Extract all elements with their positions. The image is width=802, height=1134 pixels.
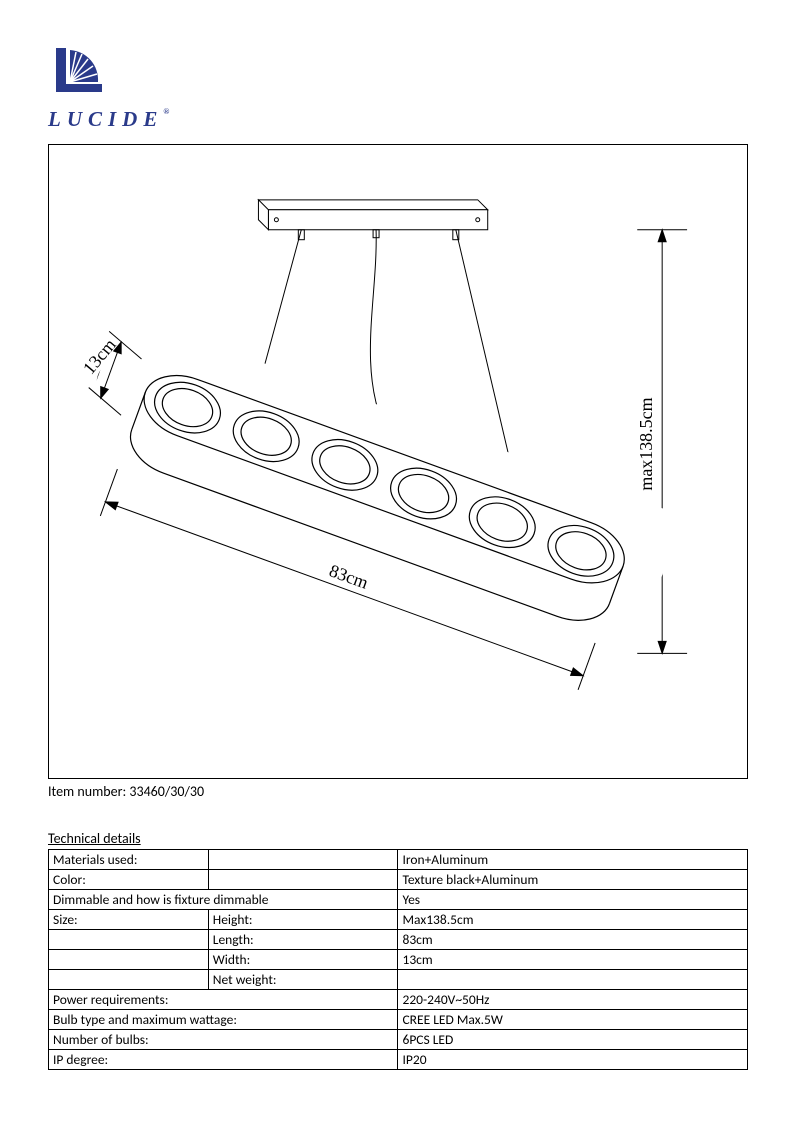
- product-diagram: max138.5cm: [48, 144, 748, 779]
- table-row: Color: Texture black+Aluminum: [49, 870, 748, 890]
- spec-label: Materials used:: [49, 850, 209, 870]
- spec-label: Bulb type and maximum wattage:: [49, 1010, 398, 1030]
- table-row: Size:Height:Max138.5cm: [49, 910, 748, 930]
- table-row: Length:83cm: [49, 930, 748, 950]
- spec-value: Yes: [398, 890, 748, 910]
- spec-sublabel: Length:: [208, 930, 398, 950]
- table-row: Bulb type and maximum wattage:CREE LED M…: [49, 1010, 748, 1030]
- table-row: Power requirements:220-240V~50Hz: [49, 990, 748, 1010]
- table-row: Dimmable and how is fixture dimmableYes: [49, 890, 748, 910]
- spec-value: 13cm: [398, 950, 748, 970]
- table-row: Number of bulbs:6PCS LED: [49, 1030, 748, 1050]
- spec-sublabel: Height:: [208, 910, 398, 930]
- spec-value: Iron+Aluminum: [398, 850, 748, 870]
- brand-wordmark: LUCIDE®: [48, 107, 754, 132]
- spec-label: [49, 930, 209, 950]
- dim-height-label: max138.5cm: [636, 397, 656, 490]
- technical-details-heading: Technical details: [48, 830, 754, 847]
- brand-name-text: LUCIDE: [48, 107, 163, 131]
- spec-value: 6PCS LED: [398, 1030, 748, 1050]
- table-row: Net weight:: [49, 970, 748, 990]
- spec-sublabel: Width:: [208, 950, 398, 970]
- spec-label: Power requirements:: [49, 990, 398, 1010]
- spec-label: Number of bulbs:: [49, 1030, 398, 1050]
- logo-icon: [48, 40, 112, 100]
- item-number: Item number: 33460/30/30: [48, 783, 754, 800]
- diagram-svg: max138.5cm: [49, 145, 747, 778]
- spec-sublabel: [208, 850, 398, 870]
- spec-value: IP20: [398, 1050, 748, 1070]
- table-row: IP degree:IP20: [49, 1050, 748, 1070]
- brand-logo: LUCIDE®: [48, 40, 754, 132]
- spec-label: IP degree:: [49, 1050, 398, 1070]
- spec-sublabel: [208, 870, 398, 890]
- table-row: Materials used: Iron+Aluminum: [49, 850, 748, 870]
- spec-label: [49, 950, 209, 970]
- spec-sublabel: Net weight:: [208, 970, 398, 990]
- spec-value: 83cm: [398, 930, 748, 950]
- spec-table: Materials used: Iron+Aluminum Color: Textur…: [48, 849, 748, 1070]
- spec-value: CREE LED Max.5W: [398, 1010, 748, 1030]
- spec-label: [49, 970, 209, 990]
- page: LUCIDE®: [0, 0, 802, 1110]
- spec-value: Max138.5cm: [398, 910, 748, 930]
- spec-label: Size:: [49, 910, 209, 930]
- spec-value: Texture black+Aluminum: [398, 870, 748, 890]
- table-row: Width:13cm: [49, 950, 748, 970]
- spec-value: [398, 970, 748, 990]
- spec-label: Dimmable and how is fixture dimmable: [49, 890, 398, 910]
- spec-value: 220-240V~50Hz: [398, 990, 748, 1010]
- spec-label: Color:: [49, 870, 209, 890]
